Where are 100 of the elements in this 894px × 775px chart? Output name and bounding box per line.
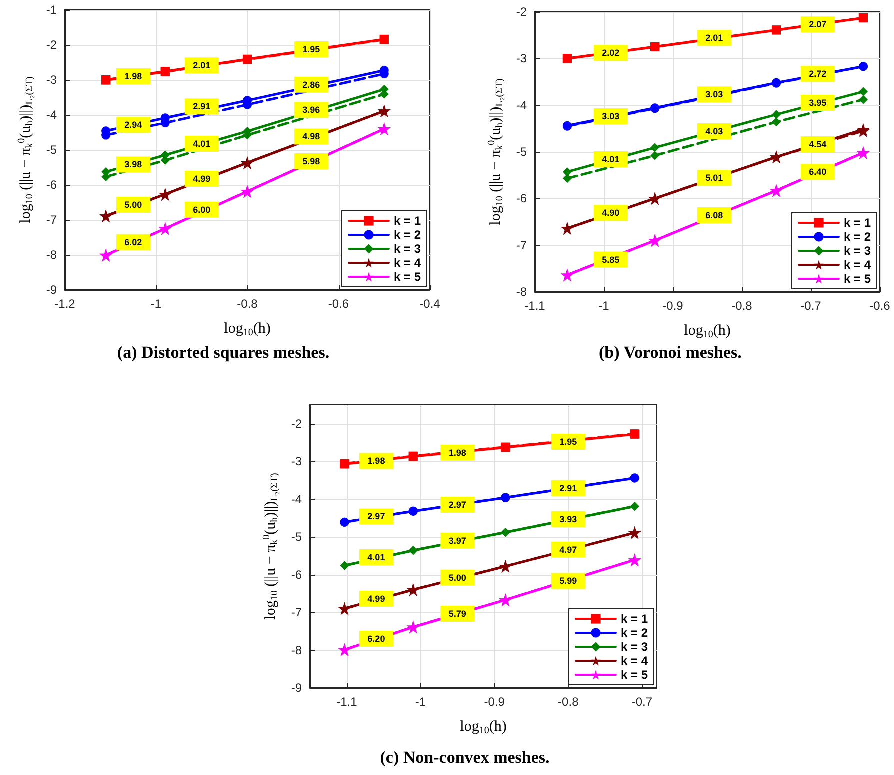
annotation: 1.98 xyxy=(124,72,142,82)
x-tick-label: -0.4 xyxy=(420,297,441,311)
y-tick-label: -3 xyxy=(516,52,528,66)
annotation: 6.40 xyxy=(809,167,827,178)
annotation: 1.95 xyxy=(302,44,320,55)
annotation: 2.02 xyxy=(602,48,620,58)
x-tick-label: -1.1 xyxy=(524,299,546,313)
x-tick-label: -0.8 xyxy=(237,297,258,311)
text: (b) Voronoi meshes. xyxy=(598,343,742,362)
annotation: 6.02 xyxy=(124,237,142,248)
x-tick-label: -1 xyxy=(415,695,426,709)
x-tick-label: -1.2 xyxy=(54,297,76,311)
x-tick-label: -0.9 xyxy=(662,299,684,313)
annotation: 6.00 xyxy=(193,204,211,215)
y-tick-label: -2 xyxy=(291,416,302,431)
legend-label: k = 4 xyxy=(620,654,648,668)
annotation: 2.97 xyxy=(448,500,466,510)
text: log10 (||u − πk0(uh)||)L₂(ΣT) xyxy=(486,78,506,226)
annotation: 4.01 xyxy=(193,139,211,150)
y-tick-label: -7 xyxy=(291,606,302,620)
text: (a) Distorted squares meshes. xyxy=(117,343,330,362)
annotation: 4.01 xyxy=(368,552,386,562)
legend-label: k = 2 xyxy=(844,230,872,244)
legend-label: k = 1 xyxy=(844,216,872,230)
x-tick-label: -0.6 xyxy=(870,299,891,313)
annotation: 5.85 xyxy=(602,254,620,265)
y-tick-label: -6 xyxy=(46,178,58,192)
x-tick-label: -1 xyxy=(598,299,610,313)
legend-label: k = 3 xyxy=(394,242,422,256)
y-tick-label: -7 xyxy=(46,213,58,227)
annotation: 6.20 xyxy=(368,634,386,644)
annotation: 3.95 xyxy=(809,98,827,108)
y-tick-label: -9 xyxy=(46,283,58,297)
y-tick-label: -2 xyxy=(516,5,528,19)
x-tick-label: -0.8 xyxy=(558,695,580,709)
text: (c) Non-convex meshes. xyxy=(380,748,550,767)
annotation: 3.98 xyxy=(124,160,142,170)
annotation: 5.99 xyxy=(560,576,578,586)
y-tick-label: -8 xyxy=(46,248,58,262)
annotation: 4.99 xyxy=(193,174,211,184)
annotation: 2.91 xyxy=(193,102,211,112)
x-tick-label: -0.8 xyxy=(732,299,753,313)
x-tick-label: -0.7 xyxy=(632,695,653,709)
y-tick-label: -4 xyxy=(46,108,58,122)
annotation: 4.54 xyxy=(809,140,827,150)
y-tick-label: -6 xyxy=(291,568,302,582)
y-tick-label: -5 xyxy=(516,145,528,159)
y-tick-label: -4 xyxy=(516,98,528,112)
annotation: 3.96 xyxy=(302,105,320,116)
annotation: 4.98 xyxy=(302,132,320,142)
annotation: 2.91 xyxy=(560,483,578,494)
text: log10 (||u − πk0(uh)||)L₂(ΣT) xyxy=(262,473,280,620)
x-tick-label: -0.6 xyxy=(328,297,350,311)
legend-label: k = 2 xyxy=(394,228,422,242)
legend-label: k = 3 xyxy=(844,244,872,258)
y-tick-label: -3 xyxy=(46,73,58,87)
legend-label: k = 4 xyxy=(844,258,872,272)
x-tick-label: -0.7 xyxy=(800,299,822,313)
legend-label: k = 1 xyxy=(394,214,422,228)
annotation: 1.98 xyxy=(448,448,466,458)
legend-label: k = 5 xyxy=(620,668,648,682)
legend-label: k = 1 xyxy=(620,612,648,626)
annotation: 1.95 xyxy=(560,436,578,447)
annotation: 4.01 xyxy=(602,154,620,164)
annotation: 2.01 xyxy=(193,60,211,71)
legend-label: k = 5 xyxy=(394,270,422,284)
annotation: 2.72 xyxy=(809,69,827,80)
y-tick-label: -8 xyxy=(516,285,528,299)
annotation: 4.90 xyxy=(602,208,620,218)
y-tick-label: -7 xyxy=(516,238,528,252)
legend-label: k = 3 xyxy=(620,640,648,654)
annotation: 2.07 xyxy=(809,20,827,30)
y-tick-label: -8 xyxy=(291,643,302,658)
annotation: 4.97 xyxy=(560,544,578,555)
annotation: 3.03 xyxy=(706,90,724,100)
annotation: 2.01 xyxy=(706,33,724,44)
annotation: 1.98 xyxy=(368,456,386,466)
annotation: 5.01 xyxy=(706,173,724,184)
annotation: 5.00 xyxy=(124,200,142,210)
y-tick-label: -4 xyxy=(291,492,302,506)
x-tick-label: -0.9 xyxy=(484,695,506,709)
y-tick-label: -5 xyxy=(46,143,58,157)
annotation: 5.79 xyxy=(448,609,466,620)
y-tick-label: -5 xyxy=(291,530,302,544)
annotation: 6.08 xyxy=(706,210,724,220)
annotation: 5.98 xyxy=(302,156,320,167)
annotation: 3.93 xyxy=(560,514,578,524)
legend-label: k = 2 xyxy=(620,626,648,640)
legend-label: k = 4 xyxy=(394,256,422,270)
y-tick-label: -1 xyxy=(46,3,58,17)
x-tick-label: -1.1 xyxy=(336,695,358,709)
annotation: 3.97 xyxy=(448,536,466,546)
x-tick-label: -1 xyxy=(150,297,162,311)
y-tick-label: -6 xyxy=(516,192,528,206)
annotation: 4.99 xyxy=(368,594,386,604)
annotation: 2.86 xyxy=(302,80,320,90)
y-tick-label: -3 xyxy=(291,454,302,469)
text: log10 (||u − πk0(uh)||)L₂(ΣT) xyxy=(16,76,36,224)
annotation: 4.03 xyxy=(706,126,724,136)
annotation: 2.97 xyxy=(368,512,386,522)
